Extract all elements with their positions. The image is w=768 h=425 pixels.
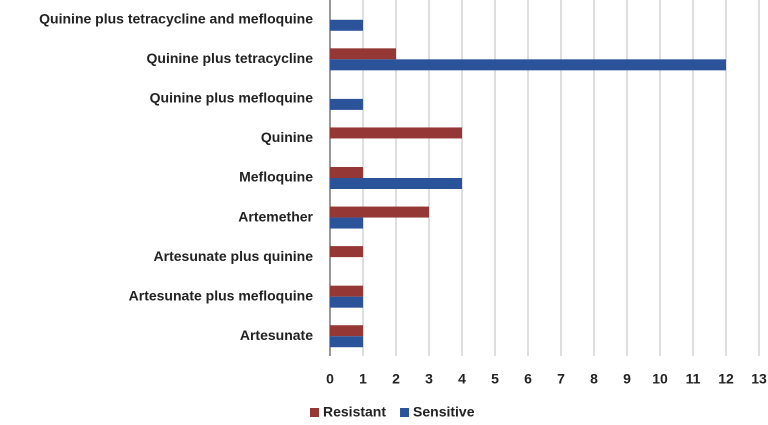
y-tick-label: Quinine plus mefloquine bbox=[150, 90, 314, 106]
bar bbox=[330, 167, 363, 178]
bar bbox=[330, 296, 363, 308]
bar bbox=[330, 217, 363, 229]
bar bbox=[330, 246, 363, 258]
legend-label: Sensitive bbox=[413, 404, 475, 420]
x-tick-label: 1 bbox=[359, 371, 367, 387]
bar bbox=[330, 336, 363, 348]
x-tick-label: 7 bbox=[557, 371, 565, 387]
bar bbox=[330, 59, 726, 71]
x-tick-label: 0 bbox=[326, 371, 334, 387]
y-tick-label: Quinine plus tetracycline and mefloquine bbox=[39, 10, 313, 26]
y-tick-label: Mefloquine bbox=[239, 169, 313, 185]
x-tick-label: 6 bbox=[524, 371, 532, 387]
bar bbox=[330, 285, 363, 297]
bar bbox=[330, 206, 429, 218]
x-tick-label: 9 bbox=[623, 371, 631, 387]
y-tick-label: Artesunate bbox=[240, 327, 313, 343]
legend-swatch bbox=[400, 408, 410, 417]
bar bbox=[330, 98, 363, 110]
x-tick-label: 12 bbox=[718, 371, 734, 387]
x-tick-label: 11 bbox=[686, 371, 701, 387]
y-tick-label: Artemether bbox=[238, 208, 313, 224]
x-tick-label: 8 bbox=[590, 371, 598, 387]
bar bbox=[330, 48, 396, 60]
x-tick-label: 5 bbox=[491, 371, 499, 387]
x-tick-label: 3 bbox=[425, 371, 433, 387]
legend-swatch bbox=[310, 408, 319, 417]
y-tick-label: Artesunate plus mefloquine bbox=[129, 287, 314, 303]
legend-label: Resistant bbox=[323, 404, 386, 420]
x-tick-label: 2 bbox=[392, 371, 400, 387]
x-tick-label: 10 bbox=[652, 371, 668, 387]
bar bbox=[330, 19, 363, 31]
y-tick-label: Artesunate plus quinine bbox=[154, 248, 314, 264]
bar bbox=[330, 178, 462, 189]
y-tick-label: Quinine bbox=[261, 129, 313, 145]
bar bbox=[330, 325, 363, 337]
bar bbox=[330, 127, 462, 139]
x-tick-label: 13 bbox=[751, 371, 767, 387]
x-tick-label: 4 bbox=[458, 371, 466, 387]
y-tick-label: Quinine plus tetracycline bbox=[147, 50, 314, 66]
